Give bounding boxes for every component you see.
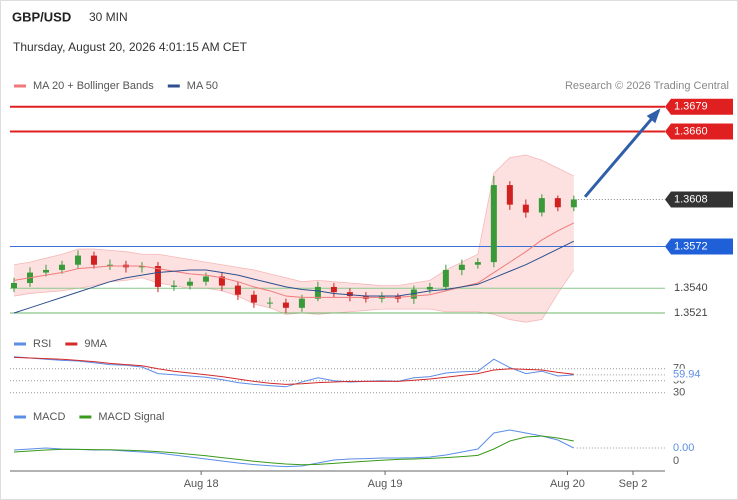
legend-label: MA 50 <box>187 80 218 92</box>
legend-swatch <box>14 415 26 419</box>
candle-body <box>218 276 225 286</box>
legend-label: MACD Signal <box>98 411 164 423</box>
legend-label: MACD <box>33 411 65 423</box>
x-tick-label: Aug 19 <box>368 478 403 490</box>
candle-body <box>298 298 305 308</box>
x-tick-label: Aug 20 <box>550 478 585 490</box>
candle-body <box>106 264 113 266</box>
price-level-label: 1.3540 <box>674 282 708 294</box>
x-tick-label: Sep 2 <box>619 478 648 490</box>
forecast-arrow <box>583 109 660 198</box>
candle-body <box>90 255 97 265</box>
bollinger-upper <box>13 154 575 287</box>
candle-body <box>474 262 481 265</box>
candle-body <box>10 283 17 289</box>
legend-swatch <box>65 342 78 346</box>
symbol: GBP/USD <box>12 9 71 24</box>
timestamp: Thursday, August 20, 2026 4:01:15 AM CET <box>13 40 248 54</box>
price-level-label: 1.3572 <box>674 240 708 252</box>
candle-body <box>202 276 209 282</box>
candle-body <box>426 286 433 290</box>
legend-label: 9MA <box>84 338 107 350</box>
candle-body <box>138 266 145 268</box>
candle-body <box>410 289 417 299</box>
candle-body <box>554 198 561 208</box>
price-level-label: 1.3521 <box>674 307 708 319</box>
candle-body <box>42 269 49 273</box>
price-level-box <box>665 98 733 115</box>
price-level-box <box>665 123 733 140</box>
candle-body <box>506 185 513 205</box>
legend-swatch <box>14 342 26 346</box>
forecast-arrowhead <box>646 108 661 124</box>
candle-body <box>266 302 273 304</box>
last-value-bg <box>672 368 702 381</box>
candle-body <box>282 302 289 308</box>
candle-body <box>234 285 241 295</box>
candle-body <box>170 285 177 287</box>
candle-body <box>346 292 353 297</box>
candle-body <box>570 199 577 208</box>
candle-body <box>250 294 257 303</box>
candle-body <box>330 286 337 293</box>
candle-body <box>74 255 81 265</box>
candle-body <box>442 269 449 287</box>
candle-body <box>490 185 497 263</box>
interval: 30 MIN <box>89 10 128 24</box>
candle-body <box>186 281 193 286</box>
candle-body <box>522 204 529 213</box>
legend-swatch <box>79 415 92 419</box>
price-level-label: 1.3660 <box>674 125 708 137</box>
price-level-label: 1.3608 <box>674 193 708 205</box>
x-tick-label: Aug 18 <box>184 478 219 490</box>
legend-label: RSI <box>33 338 51 350</box>
indicator-line <box>13 356 574 385</box>
legend-swatch <box>14 84 26 88</box>
price-level-box <box>665 191 733 208</box>
candle-body <box>314 286 321 299</box>
candle-body <box>154 266 161 287</box>
legend-label: MA 20 + Bollinger Bands <box>33 80 154 92</box>
last-value-label: 59.94 <box>673 369 701 381</box>
legend-swatch <box>167 84 180 88</box>
credit: Research © 2026 Trading Central <box>565 80 729 92</box>
price-level-label: 1.3679 <box>674 101 708 113</box>
last-value-bg <box>672 441 696 454</box>
ma-20-line <box>13 222 575 298</box>
price-level-box <box>665 238 733 255</box>
ma-50-line <box>13 240 575 314</box>
candle-body <box>58 264 65 270</box>
last-value-label: 0.00 <box>673 442 694 454</box>
candle-body <box>458 264 465 270</box>
indicator-line <box>13 435 574 466</box>
y-tick-label: 0 <box>673 455 679 467</box>
bollinger-band <box>13 155 574 323</box>
y-tick-label: 30 <box>673 387 685 399</box>
candle-body <box>538 198 545 213</box>
